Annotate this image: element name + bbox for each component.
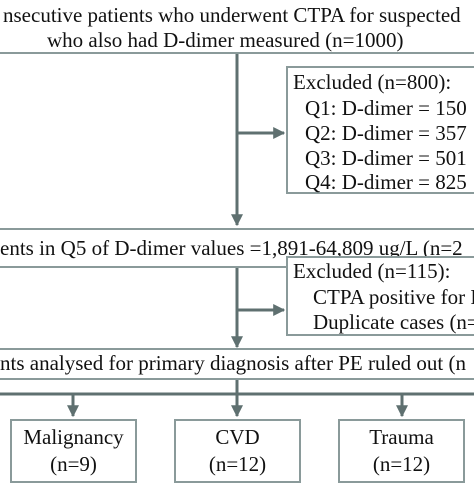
- excluded1-item-q2: Q2: D-dimer = 357: [305, 121, 467, 145]
- box3-text: nts analysed for primary diagnosis after…: [0, 351, 466, 375]
- outcome-cvd-label: CVD: [215, 425, 260, 449]
- excluded1-item-q4: Q4: D-dimer = 825: [305, 170, 467, 194]
- outcome-trauma-count: (n=12): [372, 452, 431, 476]
- excluded1-item-q1: Q1: D-dimer = 150: [305, 96, 467, 120]
- excluded2-item-ctpa-positive: CTPA positive for P: [313, 285, 474, 309]
- outcome-malignancy-count: (n=9): [50, 452, 97, 476]
- box-excluded-pe: [286, 256, 474, 336]
- excluded1-item-q3: Q3: D-dimer = 501: [305, 146, 467, 170]
- outcome-malignancy-label: Malignancy: [23, 425, 124, 449]
- box1-line1: nsecutive patients who underwent CTPA fo…: [3, 3, 461, 27]
- outcome-trauma-label: Trauma: [369, 425, 434, 449]
- box-consecutive-patients: [0, 0, 474, 54]
- outcome-box-malignancy: [10, 419, 137, 483]
- excluded1-title: Excluded (n=800):: [293, 70, 452, 94]
- box-excluded-quartiles: [286, 66, 474, 194]
- excluded2-title: Excluded (n=115):: [293, 259, 451, 283]
- outcome-cvd-count: (n=12): [208, 452, 267, 476]
- excluded2-item-duplicates: Duplicate cases (n=: [313, 310, 474, 334]
- box1-line2: who also had D-dimer measured (n=1000): [47, 28, 404, 52]
- box-analysed-patients: [0, 348, 474, 380]
